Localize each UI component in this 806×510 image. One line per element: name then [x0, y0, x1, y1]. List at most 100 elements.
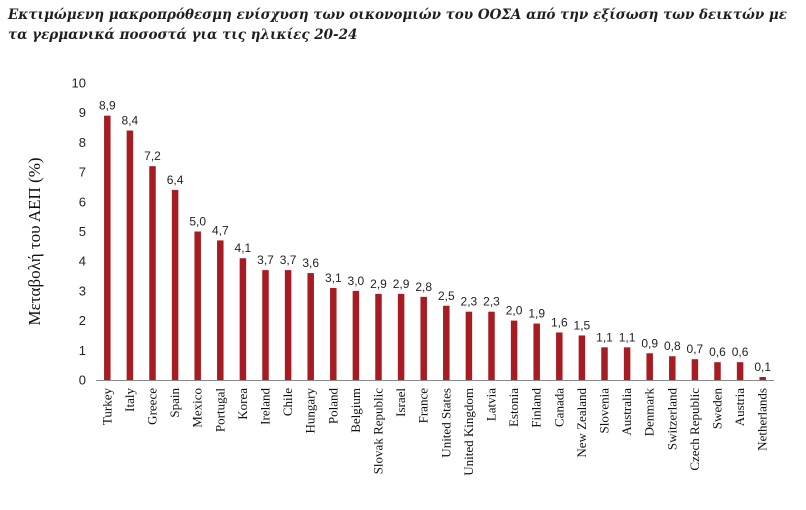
- bar: [759, 377, 766, 380]
- data-label: 3,6: [302, 256, 319, 270]
- data-labels: 8,9 8,4 7,2 6,4 5,0 4,7 4,1 3,7 3,7 3,6 3,1 3,0 2,9 2…: [99, 99, 771, 374]
- data-label: 0,6: [732, 345, 749, 359]
- data-label: 2,9: [370, 277, 387, 291]
- bar: [465, 311, 473, 380]
- data-label: 4,7: [212, 223, 229, 237]
- bar: [397, 293, 405, 380]
- category-label: Hungary: [303, 388, 318, 434]
- category-label: Chile: [280, 388, 295, 416]
- data-label: 3,0: [348, 274, 365, 288]
- category-label: Greece: [145, 388, 160, 425]
- bar: [307, 273, 314, 380]
- category-label: Spain: [167, 388, 182, 418]
- data-label: 2,8: [415, 280, 432, 294]
- data-label: 0,6: [709, 345, 726, 359]
- data-label: 2,5: [438, 289, 455, 303]
- data-label: 6,4: [167, 173, 184, 187]
- category-label: Austria: [732, 388, 747, 427]
- data-label: 8,4: [122, 114, 139, 128]
- data-label: 2,3: [483, 295, 500, 309]
- data-label: 3,1: [325, 271, 342, 285]
- data-label: 3,7: [280, 253, 297, 267]
- bar: [578, 335, 586, 380]
- bar: [420, 296, 427, 380]
- category-label: Latvia: [484, 388, 499, 421]
- bars: [104, 115, 766, 381]
- category-label: Poland: [325, 388, 340, 425]
- category-label: Switzerland: [664, 388, 679, 451]
- data-label: 0,7: [687, 342, 704, 356]
- data-label: 1,9: [528, 307, 545, 321]
- data-label: 7,2: [144, 149, 161, 163]
- y-tick-label: 10: [72, 76, 86, 91]
- bar: [262, 270, 269, 380]
- category-label: Estonia: [506, 388, 521, 427]
- bar: [623, 347, 631, 380]
- bar: [217, 240, 224, 380]
- y-tick-label: 8: [79, 135, 86, 150]
- data-label: 3,7: [257, 253, 274, 267]
- category-label: New Zealand: [574, 388, 589, 458]
- category-label: France: [416, 388, 431, 424]
- category-label: Slovak Republic: [371, 388, 386, 475]
- category-labels: Turkey Italy Greece Spain Mexico Portugal Kore…: [99, 388, 769, 476]
- bar: [510, 320, 518, 380]
- y-tick-label: 4: [79, 254, 86, 269]
- category-label: United States: [438, 388, 453, 458]
- data-label: 0,8: [664, 339, 681, 353]
- y-axis-label: Μεταβολή του ΑΕΠ (%): [25, 157, 44, 325]
- bar: [691, 359, 699, 380]
- bar: [488, 311, 495, 380]
- y-tick-label: 0: [79, 373, 86, 388]
- bar: [171, 189, 179, 380]
- bar: [556, 332, 563, 380]
- y-tick-label: 9: [79, 105, 86, 120]
- y-tick-label: 1: [79, 343, 86, 358]
- category-label: Korea: [235, 388, 250, 420]
- data-label: 1,1: [619, 330, 636, 344]
- category-label: Netherlands: [755, 388, 770, 451]
- y-axis-ticks: 0 1 2 3 4 5 6 7 8 9 10: [72, 76, 86, 388]
- category-label: Australia: [619, 388, 634, 436]
- bar: [149, 166, 156, 380]
- y-tick-label: 2: [79, 313, 86, 328]
- bar: [126, 130, 134, 380]
- bar: [714, 362, 721, 380]
- data-label: 2,0: [506, 304, 523, 318]
- data-label: 2,3: [461, 295, 478, 309]
- bar: [736, 362, 744, 380]
- data-label: 1,6: [551, 315, 568, 329]
- bar: [375, 293, 382, 380]
- bar: [284, 270, 292, 380]
- category-label: Denmark: [642, 388, 657, 437]
- chart-title: Εκτιμώμενη μακροπρόθεσμη ενίσχυση των οι…: [8, 7, 787, 43]
- data-label: 0,1: [754, 360, 771, 374]
- data-label: 1,5: [574, 318, 591, 332]
- bar: [194, 231, 201, 380]
- bar: [352, 290, 360, 380]
- category-label: Sweden: [710, 388, 725, 430]
- category-label: Belgium: [348, 388, 363, 433]
- category-label: Israel: [393, 388, 408, 417]
- category-label: Turkey: [99, 388, 114, 426]
- category-label: Finland: [529, 388, 544, 428]
- bar: [443, 305, 450, 380]
- category-label: Ireland: [258, 388, 273, 425]
- category-label: United Kingdom: [461, 388, 476, 476]
- data-label: 8,9: [99, 99, 116, 113]
- bar: [239, 258, 247, 380]
- category-label: Portugal: [212, 388, 227, 432]
- data-label: 2,9: [393, 277, 410, 291]
- category-label: Mexico: [190, 388, 205, 428]
- bar: [104, 115, 111, 381]
- bar: [601, 347, 608, 380]
- data-label: 0,9: [641, 336, 658, 350]
- y-tick-label: 6: [79, 194, 86, 209]
- y-tick-label: 5: [79, 224, 86, 239]
- data-label: 1,1: [596, 330, 613, 344]
- category-label: Canada: [551, 388, 566, 427]
- y-tick-label: 3: [79, 283, 86, 298]
- bar: [533, 323, 540, 380]
- data-label: 4,1: [235, 241, 252, 255]
